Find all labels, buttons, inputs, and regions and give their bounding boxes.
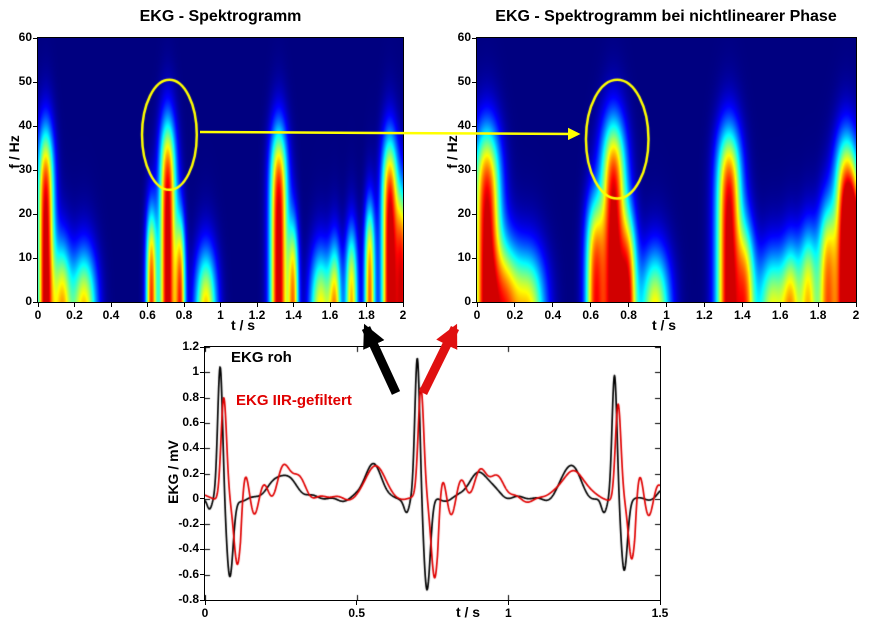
spectrogram-left-x-tick-label: 0 bbox=[34, 308, 42, 322]
spectrogram-left-x-tick-label: 0.8 bbox=[175, 308, 193, 322]
spectrogram-right-x-tick-mark bbox=[779, 303, 781, 307]
legend-ekg-roh: EKG roh bbox=[231, 349, 292, 366]
spectrogram-left-x-tick-label: 2 bbox=[399, 308, 407, 322]
legend-ekg-iir: EKG IIR-gefiltert bbox=[236, 392, 352, 409]
spectrogram-left-y-tick-label: 20 bbox=[18, 206, 32, 220]
spectrogram-right-plot bbox=[476, 37, 857, 303]
spectrogram-right-x-tick-mark bbox=[628, 303, 630, 307]
spectrogram-right-x-tick-label: 1.6 bbox=[771, 308, 789, 322]
ekg-time-series-y-tick-label: 1.2 bbox=[182, 339, 199, 353]
ekg-time-series-y-tick-label: -0.8 bbox=[178, 592, 199, 606]
ekg-time-series-x-tick-label: 0.5 bbox=[348, 606, 365, 620]
ecg-xlabel: t / s bbox=[455, 604, 481, 620]
spectrogram-left-plot bbox=[37, 37, 404, 303]
spectrogram-right-x-tick-label: 0.6 bbox=[582, 308, 600, 322]
ekg-time-series-y-tick-label: 1 bbox=[192, 364, 199, 379]
spectrogram-right-y-tick-label: 50 bbox=[457, 74, 471, 88]
spectrogram-left-x-tick-mark bbox=[37, 303, 39, 307]
spectrogram-left-x-tick-mark bbox=[74, 303, 75, 307]
spectrogram-left-x-tick-mark bbox=[366, 303, 367, 307]
ekg-time-series-y-tick-label: 0.6 bbox=[182, 414, 199, 429]
spectrogram-left-x-tick-mark bbox=[293, 303, 294, 307]
spectrogram-right-xlabel: t / s bbox=[651, 317, 677, 333]
spectrogram-right-x-tick-mark bbox=[476, 303, 478, 307]
spectrogram-left-x-tick-mark bbox=[329, 303, 331, 307]
spectrogram-right-x-tick-label: 1.8 bbox=[809, 308, 827, 322]
spectrogram-left-y-tick-label: 50 bbox=[18, 74, 32, 88]
spectrogram-left-x-tick-label: 0.2 bbox=[66, 308, 83, 322]
spectrogram-right-x-tick-mark bbox=[817, 303, 819, 307]
spectrogram-right-x-tick-label: 0 bbox=[473, 308, 481, 322]
spectrogram-right-y-tick-label: 0 bbox=[464, 294, 471, 308]
ekg-time-series-x-tick-mark bbox=[204, 601, 206, 605]
ekg-time-series-x-tick-label: 1 bbox=[504, 606, 512, 620]
spectrogram-left-y-tick-label: 60 bbox=[18, 30, 32, 44]
spectrogram-left-x-tick-mark bbox=[110, 303, 112, 307]
spectrogram-right-x-tick-label: 0.4 bbox=[544, 308, 562, 322]
ekg-time-series-x-tick-mark bbox=[659, 601, 661, 605]
spectrogram-left-y-tick-label: 0 bbox=[25, 294, 32, 308]
ecg-ylabel: EKG / mV bbox=[165, 440, 181, 504]
spectrogram-left-canvas bbox=[38, 38, 403, 302]
spectrogram-right-title: EKG - Spektrogramm bei nichtlinearer Pha… bbox=[495, 8, 837, 25]
spectrogram-right-x-tick-mark bbox=[855, 303, 857, 307]
spectrogram-left-x-tick-mark bbox=[220, 303, 221, 307]
ekg-time-series-y-tick-label: 0.8 bbox=[182, 389, 199, 404]
spectrogram-left-y-tick-label: 10 bbox=[18, 250, 32, 264]
spectrogram-left-x-tick-label: 0.6 bbox=[139, 308, 156, 322]
spectrogram-right-y-tick-label: 10 bbox=[457, 250, 471, 264]
spectrogram-left-x-tick-label: 1.6 bbox=[321, 308, 339, 322]
spectrogram-left-xlabel: t / s bbox=[230, 317, 256, 333]
spectrogram-right-y-tick-label: 60 bbox=[457, 30, 471, 44]
ekg-time-series-x-tick-label: 1.5 bbox=[651, 606, 669, 620]
spectrogram-left-ylabel: f / Hz bbox=[6, 135, 22, 169]
spectrogram-left-x-tick-mark bbox=[183, 303, 185, 307]
spectrogram-right-x-tick-mark bbox=[703, 303, 705, 307]
spectrogram-right-ylabel: f / Hz bbox=[444, 135, 460, 169]
ekg-time-series-x-tick-mark bbox=[356, 601, 358, 605]
spectrogram-right-x-tick-label: 0.8 bbox=[620, 308, 637, 322]
spectrogram-left-x-tick-mark bbox=[147, 303, 148, 307]
ecg-plot bbox=[204, 346, 661, 601]
spectrogram-left-x-tick-label: 1.8 bbox=[358, 308, 375, 322]
spectrogram-right-x-tick-mark bbox=[741, 303, 743, 307]
spectrogram-left-x-tick-label: 0.4 bbox=[102, 308, 120, 322]
ekg-time-series-y-tick-label: -0.2 bbox=[178, 516, 199, 531]
ekg-time-series-y-tick-label: -0.6 bbox=[178, 566, 199, 581]
spectrogram-left-x-tick-label: 1 bbox=[217, 308, 224, 322]
spectrogram-right-x-tick-label: 0.2 bbox=[506, 308, 524, 322]
spectrogram-left-x-tick-mark bbox=[402, 303, 404, 307]
spectrogram-right-x-tick-label: 2 bbox=[852, 308, 860, 322]
spectrogram-right-x-tick-label: 1.4 bbox=[733, 308, 751, 322]
spectrogram-right-x-tick-mark bbox=[666, 303, 667, 307]
spectrogram-right-y-tick-label: 20 bbox=[457, 206, 471, 220]
spectrogram-left-title: EKG - Spektrogramm bbox=[139, 8, 302, 25]
ekg-time-series-y-tick-label: -0.4 bbox=[178, 541, 199, 556]
ecg-canvas bbox=[205, 347, 660, 600]
spectrogram-left-x-tick-mark bbox=[256, 303, 258, 307]
ekg-time-series-x-tick-label: 0 bbox=[201, 606, 209, 620]
spectrogram-left-y-tick-label: 40 bbox=[18, 118, 32, 132]
spectrogram-right-x-tick-mark bbox=[590, 303, 592, 307]
spectrogram-right-x-tick-mark bbox=[514, 303, 516, 307]
ekg-time-series-x-tick-mark bbox=[507, 601, 509, 605]
spectrogram-left-x-tick-label: 1.4 bbox=[285, 308, 302, 322]
spectrogram-right-x-tick-mark bbox=[552, 303, 554, 307]
spectrogram-right-x-tick-label: 1.2 bbox=[696, 308, 713, 322]
spectrogram-right-canvas bbox=[477, 38, 856, 302]
spectrogram-right-y-tick-label: 40 bbox=[457, 118, 471, 132]
